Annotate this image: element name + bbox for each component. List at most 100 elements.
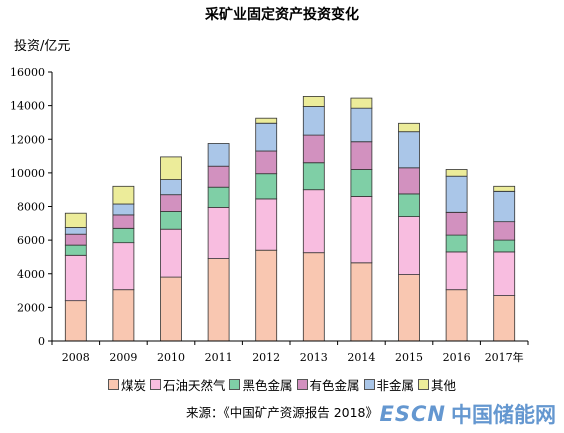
- bar-segment-2014-4: [350, 107, 373, 143]
- y-tick-label: 16000: [10, 66, 45, 79]
- legend-label: 煤炭: [120, 378, 146, 393]
- bar-segment-2013-2: [302, 162, 325, 191]
- bar-segment-2011-0: [207, 258, 230, 342]
- y-tick-label: 4000: [17, 268, 45, 281]
- bar-segment-2015-2: [398, 193, 420, 217]
- legend-label: 有色金属: [309, 378, 360, 393]
- y-tick-label: 6000: [17, 234, 45, 247]
- y-tick-label: 12000: [10, 133, 45, 146]
- source-note: 来源：《中国矿产资源报告 2018》: [185, 405, 379, 420]
- bar-segment-2016-3: [445, 211, 468, 236]
- legend-item: 有色金属: [296, 375, 360, 394]
- bar-segment-2017年-4: [493, 190, 516, 223]
- bar-segment-2012-5: [255, 117, 278, 124]
- legend-item: 黑色金属: [229, 375, 293, 394]
- bar-segment-2010-2: [160, 211, 182, 230]
- bar-segment-2016-1: [445, 251, 468, 291]
- bar-segment-2014-5: [350, 97, 373, 109]
- bar-segment-2014-3: [350, 141, 373, 170]
- legend: 煤炭 石油天然气 黑色金属 有色金属 非金属 其他: [0, 375, 564, 394]
- bar-segment-2014-2: [350, 169, 373, 197]
- x-tick-label: 2014: [347, 351, 375, 364]
- bar-segment-2008-2: [64, 244, 87, 256]
- y-tick-label: 14000: [10, 100, 45, 113]
- bar-segment-2016-0: [445, 289, 468, 342]
- x-tick-label: 2015: [395, 351, 423, 364]
- x-tick-label: 2016: [443, 351, 471, 364]
- legend-swatch: [149, 379, 161, 390]
- bar-segment-2011-3: [207, 165, 230, 188]
- bar-segment-2017年-0: [493, 295, 516, 342]
- bar-segment-2010-3: [160, 194, 182, 212]
- watermark-latin-text: ESCN: [379, 402, 446, 426]
- bar-segment-2009-5: [112, 185, 135, 205]
- legend-swatch: [363, 379, 375, 390]
- bar-segment-2009-2: [112, 227, 135, 244]
- bar-segment-2013-0: [302, 252, 325, 342]
- bar-segment-2008-0: [64, 300, 87, 342]
- y-tick-label: 0: [38, 335, 45, 348]
- legend-item: 石油天然气: [149, 375, 226, 394]
- bar-segment-2013-1: [302, 189, 325, 254]
- bar-segment-2015-3: [398, 167, 420, 195]
- y-axis-unit-label: 投资/亿元: [14, 39, 71, 54]
- x-tick-label: 2010: [157, 351, 185, 364]
- bar-segment-2013-3: [302, 134, 325, 164]
- bar-segment-2009-1: [112, 242, 135, 291]
- legend-swatch: [418, 379, 430, 390]
- bar-segment-2010-0: [160, 276, 182, 342]
- watermark-cjk-text: 中国储能网: [451, 403, 556, 427]
- bar-segment-2014-1: [350, 195, 373, 264]
- chart-title: 采矿业固定资产投资变化: [205, 7, 359, 23]
- y-tick-label: 2000: [17, 301, 45, 314]
- y-tick-label: 8000: [17, 201, 45, 214]
- chart-plot: 0 2000 4000 6000 8000 10000 12000 14000 16000 200…: [10, 66, 529, 364]
- legend-label: 非金属: [376, 378, 415, 393]
- bar-segment-2010-1: [160, 228, 182, 278]
- bar-segment-2017年-2: [493, 239, 516, 253]
- x-tick-label: 2012: [252, 351, 280, 364]
- bar-segment-2015-1: [398, 216, 420, 276]
- legend-item: 其他: [418, 375, 456, 394]
- bar-segment-2008-5: [64, 212, 87, 228]
- bar-segment-2013-4: [302, 106, 325, 136]
- legend-swatch: [296, 379, 308, 390]
- bar-segment-2015-0: [398, 274, 420, 342]
- bar-segment-2016-5: [445, 169, 468, 177]
- bar-segment-2009-3: [112, 214, 135, 229]
- x-tick-label: 2013: [300, 351, 328, 364]
- bar-segment-2013-5: [302, 96, 325, 107]
- bar-segment-2015-4: [398, 131, 420, 169]
- bar-segment-2010-5: [160, 156, 182, 180]
- bar-segment-2010-4: [160, 179, 182, 196]
- legend-swatch: [229, 379, 241, 390]
- x-tick-label: 2011: [205, 351, 233, 364]
- bar-segment-2012-1: [255, 198, 278, 251]
- legend-label: 其他: [431, 378, 457, 393]
- bar-segment-2009-0: [112, 289, 135, 342]
- watermark-logo: ESCN 中国储能网: [380, 399, 556, 429]
- bar-segment-2011-2: [207, 186, 230, 208]
- x-tick-label: 2008: [62, 351, 90, 364]
- bar-segment-2009-4: [112, 203, 135, 216]
- legend-label: 石油天然气: [162, 378, 226, 393]
- bar-segment-2008-1: [64, 254, 87, 302]
- legend-swatch: [107, 379, 119, 390]
- bar-segment-2016-2: [445, 234, 468, 253]
- bar-segment-2011-4: [207, 143, 230, 167]
- bar-segment-2008-4: [64, 227, 87, 235]
- bar-segment-2017年-5: [493, 185, 516, 192]
- bar-segment-2015-5: [398, 122, 420, 133]
- bar-segment-2012-3: [255, 150, 278, 175]
- bar-segment-2016-4: [445, 175, 468, 213]
- legend-item: 非金属: [363, 375, 415, 394]
- bar-segment-2017年-1: [493, 251, 516, 296]
- legend-item: 煤炭: [107, 375, 146, 394]
- x-tick-label: 2017年: [485, 350, 524, 364]
- x-tick-label: 2009: [109, 351, 137, 364]
- bar-segment-2012-0: [255, 249, 278, 342]
- bars-layer: [64, 96, 516, 342]
- bar-segment-2011-1: [207, 206, 230, 260]
- bar-segment-2014-0: [350, 262, 373, 342]
- bar-segment-2008-3: [64, 233, 87, 246]
